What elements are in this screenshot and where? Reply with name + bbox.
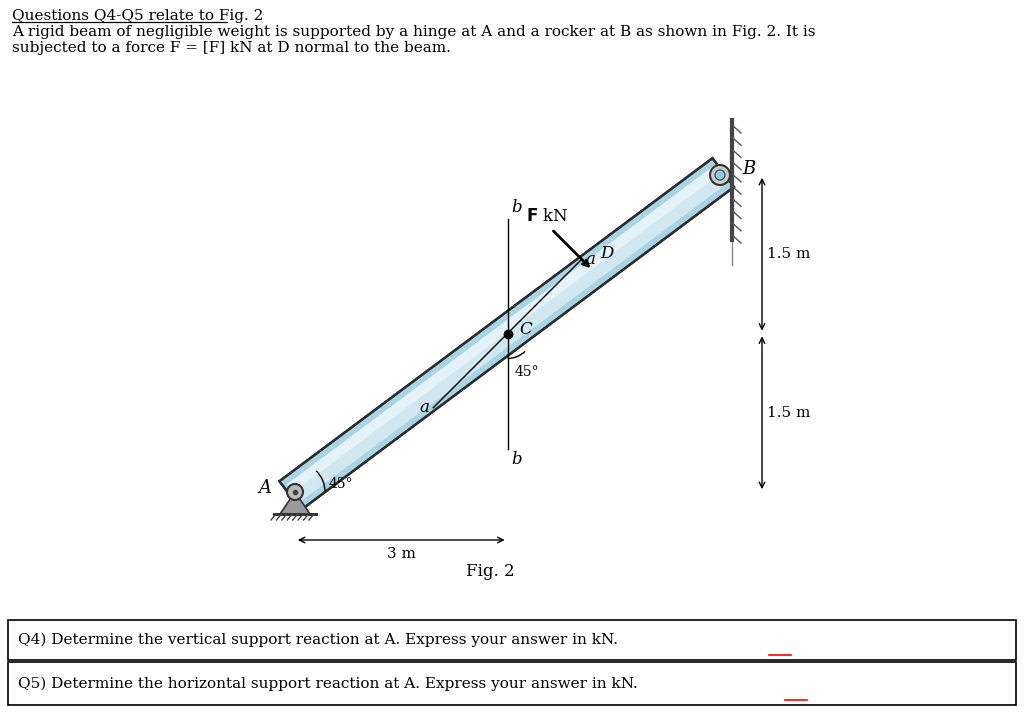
Text: Questions Q4-Q5 relate to Fig. 2: Questions Q4-Q5 relate to Fig. 2 bbox=[12, 9, 263, 23]
Polygon shape bbox=[280, 492, 310, 514]
Text: $\mathbf{F}$ kN: $\mathbf{F}$ kN bbox=[526, 208, 568, 225]
Text: subjected to a force F = [F] kN at D normal to the beam.: subjected to a force F = [F] kN at D nor… bbox=[12, 41, 451, 55]
Polygon shape bbox=[287, 166, 727, 502]
Text: B: B bbox=[742, 160, 756, 178]
Circle shape bbox=[287, 484, 303, 500]
Text: a: a bbox=[586, 251, 596, 268]
Circle shape bbox=[710, 165, 730, 185]
Text: b: b bbox=[512, 450, 522, 468]
Text: a: a bbox=[420, 400, 429, 416]
Text: Q5) Determine the horizontal support reaction at A. Express your answer in kN.: Q5) Determine the horizontal support rea… bbox=[18, 677, 638, 691]
FancyBboxPatch shape bbox=[8, 662, 1016, 705]
Text: 1.5 m: 1.5 m bbox=[767, 406, 810, 420]
FancyBboxPatch shape bbox=[8, 620, 1016, 660]
Text: b: b bbox=[512, 200, 522, 216]
Circle shape bbox=[715, 170, 725, 180]
Text: A rigid beam of negligible weight is supported by a hinge at A and a rocker at B: A rigid beam of negligible weight is sup… bbox=[12, 25, 815, 39]
Text: Fig. 2: Fig. 2 bbox=[466, 563, 514, 581]
Text: D: D bbox=[600, 245, 613, 262]
Text: A: A bbox=[258, 479, 271, 497]
Text: 45°: 45° bbox=[514, 365, 539, 379]
Text: C: C bbox=[519, 321, 532, 338]
Polygon shape bbox=[287, 166, 720, 493]
Text: 45°: 45° bbox=[329, 477, 353, 491]
Text: Q4) Determine the vertical support reaction at A. Express your answer in kN.: Q4) Determine the vertical support react… bbox=[18, 633, 618, 647]
Text: 1.5 m: 1.5 m bbox=[767, 247, 810, 261]
Polygon shape bbox=[280, 158, 734, 510]
Text: 3 m: 3 m bbox=[387, 547, 416, 561]
